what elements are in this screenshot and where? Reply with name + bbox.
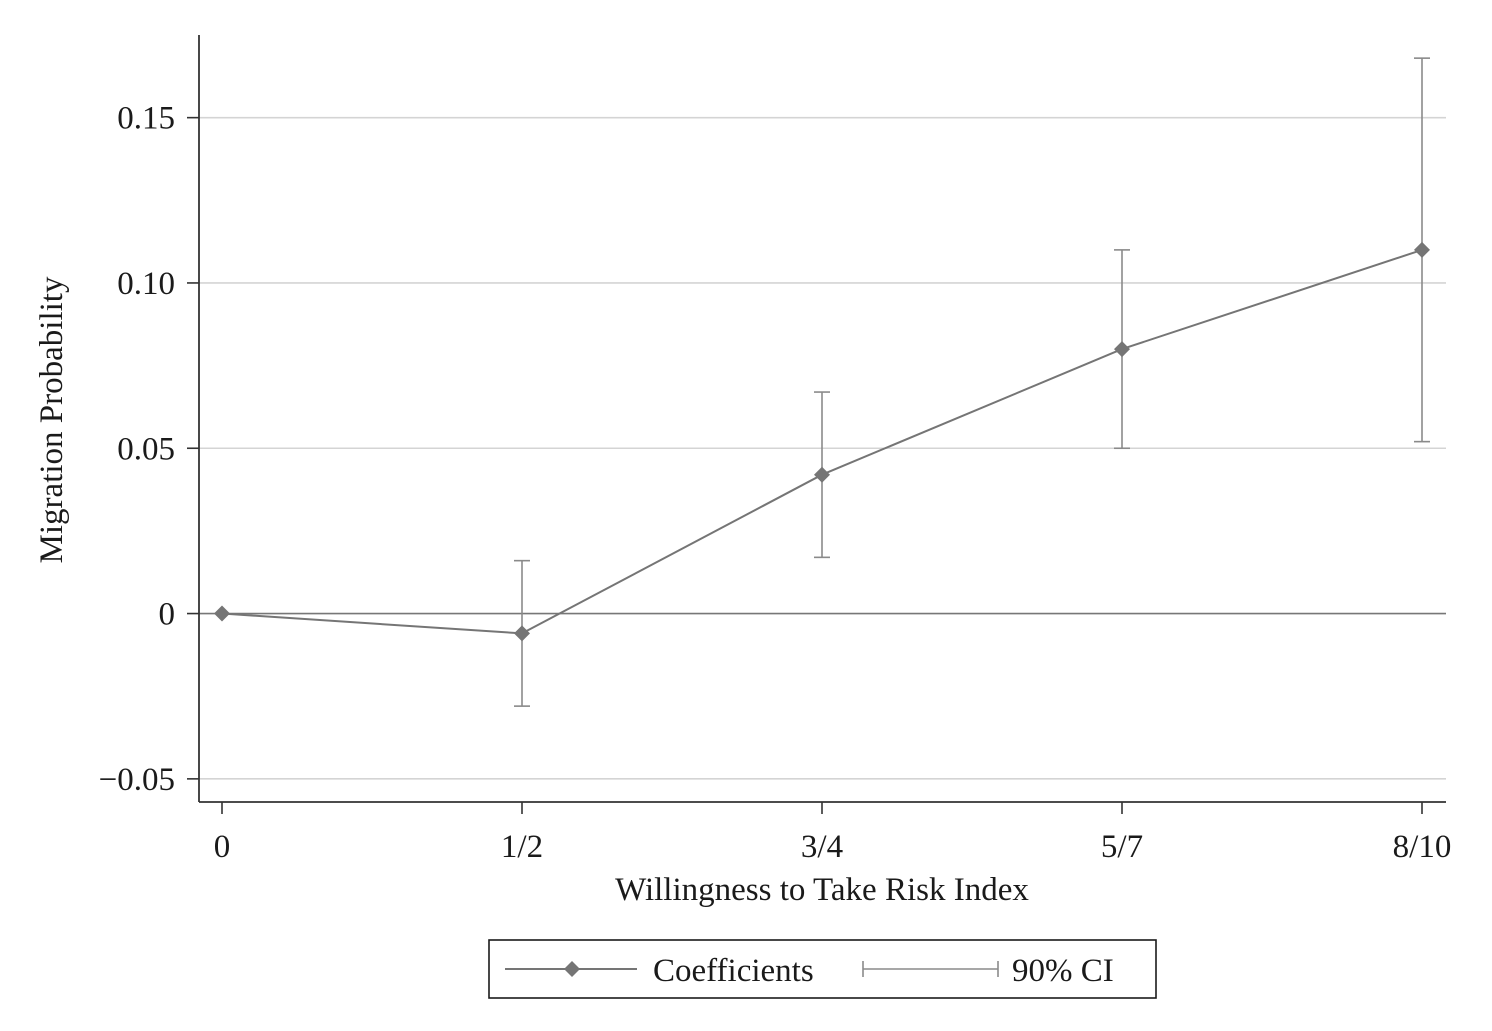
data-point (814, 466, 830, 483)
data-point (514, 625, 530, 642)
y-tick-label: 0.15 (117, 101, 175, 137)
legend: Coefficients 90% CI (488, 939, 1157, 999)
y-tick-label: 0.10 (117, 266, 175, 302)
data-point (214, 605, 230, 622)
legend-ci-symbol (862, 961, 999, 977)
x-tick-label: 5/7 (1101, 829, 1143, 865)
data-point (1114, 341, 1130, 358)
legend-ci-label: 90% CI (1012, 953, 1114, 989)
x-tick-label: 3/4 (801, 829, 843, 865)
data-point (1414, 241, 1430, 258)
y-tick-label: 0.05 (117, 431, 175, 467)
y-tick-labels: −0.05 0 0.05 0.10 0.15 (99, 101, 175, 798)
series-layer (214, 241, 1430, 642)
legend-coefficients-marker (564, 961, 580, 977)
x-tick-label: 0 (214, 829, 231, 865)
errorbar-layer (514, 57, 1430, 707)
axes-layer (187, 35, 1446, 814)
y-tick-label: −0.05 (99, 762, 175, 798)
x-tick-label: 1/2 (501, 829, 543, 865)
y-axis-title: Migration Probability (34, 276, 70, 563)
x-axis-title: Willingness to Take Risk Index (615, 872, 1029, 908)
y-tick-label: 0 (159, 597, 176, 633)
x-tick-label: 8/10 (1393, 829, 1452, 865)
legend-coefficients-label: Coefficients (653, 953, 814, 989)
x-tick-labels: 0 1/2 3/4 5/7 8/10 (214, 829, 1452, 865)
